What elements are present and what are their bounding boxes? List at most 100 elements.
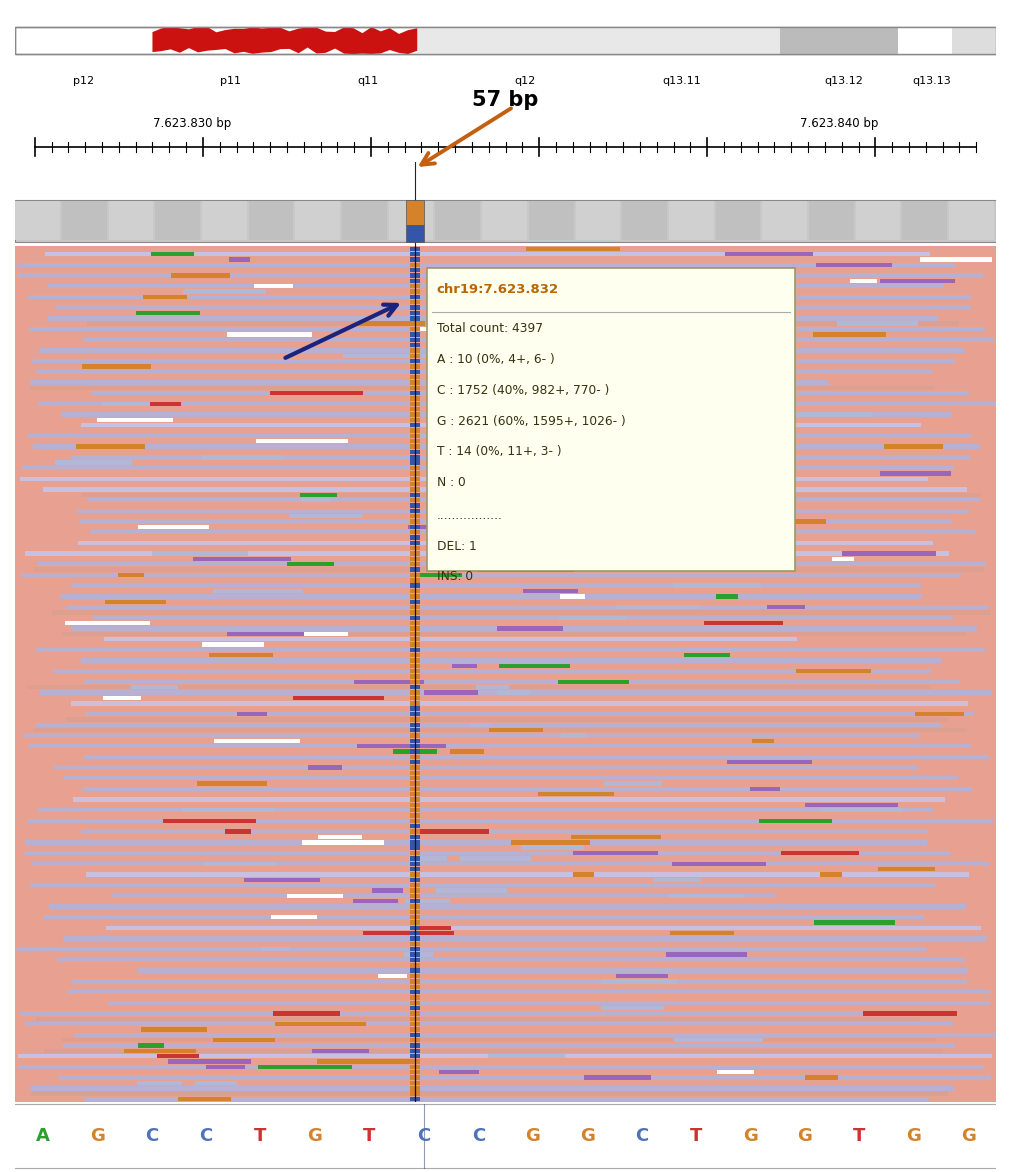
Bar: [410, 851, 421, 856]
Text: 57 bp: 57 bp: [472, 90, 539, 110]
Bar: [410, 332, 421, 336]
Text: DEL: 1: DEL: 1: [437, 539, 476, 552]
Bar: [106, 926, 981, 931]
Bar: [66, 717, 948, 722]
Bar: [29, 883, 934, 887]
Bar: [683, 653, 730, 657]
Bar: [44, 1049, 943, 1054]
Bar: [17, 947, 926, 952]
Text: C: C: [472, 1126, 485, 1145]
Bar: [28, 744, 971, 748]
Bar: [410, 626, 421, 631]
Bar: [48, 284, 944, 288]
Bar: [410, 294, 421, 299]
Bar: [164, 819, 256, 823]
Bar: [202, 642, 264, 647]
Bar: [74, 899, 925, 904]
Bar: [44, 364, 951, 369]
Bar: [410, 717, 421, 722]
Bar: [38, 808, 933, 812]
Bar: [782, 851, 859, 856]
Bar: [151, 252, 194, 257]
Bar: [410, 1091, 421, 1096]
Bar: [723, 407, 790, 411]
Bar: [225, 830, 251, 833]
Bar: [29, 380, 829, 384]
Bar: [669, 893, 743, 898]
Bar: [716, 594, 738, 599]
Bar: [194, 1081, 238, 1085]
Bar: [837, 321, 918, 326]
Bar: [488, 1054, 565, 1058]
Text: 7.623.830 bp: 7.623.830 bp: [153, 117, 231, 130]
Bar: [410, 674, 421, 679]
Bar: [410, 588, 421, 593]
Bar: [410, 273, 421, 278]
Text: T: T: [254, 1126, 267, 1145]
Bar: [410, 584, 421, 588]
Bar: [281, 440, 341, 443]
Bar: [15, 202, 60, 240]
Bar: [816, 263, 893, 267]
Text: p11: p11: [220, 76, 242, 87]
Bar: [63, 440, 924, 443]
Bar: [342, 202, 387, 240]
Text: C : 1752 (40%, 982+, 770- ): C : 1752 (40%, 982+, 770- ): [437, 384, 610, 397]
Bar: [73, 525, 922, 529]
Bar: [29, 327, 986, 332]
Bar: [750, 786, 780, 791]
Bar: [410, 488, 421, 491]
Bar: [410, 450, 421, 455]
Bar: [410, 605, 421, 609]
Bar: [86, 872, 969, 877]
Bar: [410, 861, 421, 866]
Bar: [353, 899, 398, 904]
Bar: [56, 557, 959, 561]
Bar: [410, 252, 421, 257]
Bar: [392, 749, 437, 754]
Bar: [23, 857, 983, 860]
Bar: [410, 749, 421, 754]
Text: G: G: [798, 1126, 813, 1145]
Bar: [410, 615, 421, 620]
Bar: [427, 267, 795, 571]
Bar: [56, 306, 972, 309]
Bar: [103, 696, 142, 700]
Bar: [716, 202, 760, 240]
Bar: [484, 503, 516, 507]
Bar: [672, 584, 761, 588]
Text: Total count: 4397: Total count: 4397: [437, 322, 543, 335]
Bar: [410, 503, 421, 507]
Bar: [39, 348, 966, 353]
Bar: [68, 990, 990, 994]
Bar: [50, 792, 929, 797]
Bar: [949, 202, 994, 240]
Bar: [82, 953, 974, 956]
Bar: [410, 600, 421, 604]
Text: chr19:7.623.832: chr19:7.623.832: [437, 282, 559, 295]
Bar: [669, 202, 714, 240]
Bar: [410, 878, 421, 883]
Bar: [410, 279, 421, 284]
Bar: [36, 722, 941, 727]
Bar: [806, 1076, 838, 1079]
Bar: [214, 738, 299, 743]
Bar: [81, 423, 921, 428]
Bar: [89, 482, 951, 486]
Bar: [436, 202, 480, 240]
Bar: [751, 738, 774, 743]
Bar: [136, 402, 181, 406]
Bar: [410, 990, 421, 994]
Bar: [410, 711, 421, 716]
Bar: [71, 455, 970, 459]
Bar: [413, 327, 502, 332]
Bar: [855, 202, 901, 240]
Bar: [79, 888, 984, 893]
Bar: [410, 348, 421, 353]
Bar: [410, 284, 421, 288]
Bar: [705, 621, 784, 626]
Bar: [108, 202, 154, 240]
Bar: [56, 311, 971, 315]
Bar: [410, 1086, 421, 1090]
Bar: [55, 824, 969, 829]
